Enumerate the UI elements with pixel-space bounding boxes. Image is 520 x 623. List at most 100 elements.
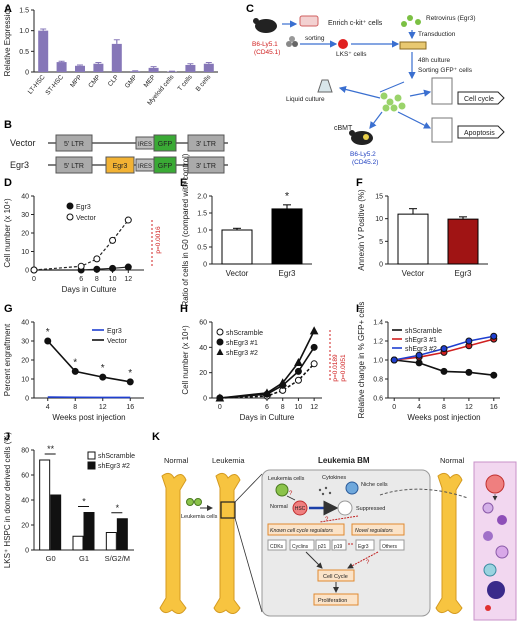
recipient-mouse-label: B6-Ly5.2 [350,151,376,158]
chart-j-significance-star: * [82,497,86,507]
niche-cell-icon [345,481,359,495]
arrow-lc-hsc [286,495,296,501]
egr3-box-label: Egr3 [113,163,128,170]
chart-d-legend-label-vector: Vector [76,215,97,222]
novel-regulators-label: Novel regulators [355,528,393,534]
blood-cell-icon-2 [497,515,507,525]
chart-d-point [30,266,38,274]
chart-h-y-tick-label: 0 [203,396,207,403]
chart-g-significance-star: * [128,368,132,379]
chart-i-x-axis-title: Weeks post injection [407,413,480,422]
dashed-link-suppressed [319,515,359,523]
arrow-to-cells [379,81,405,93]
lks-cell-icon [338,39,348,49]
chart-h-y-axis-title: Cell number (x 10⁴) [181,325,190,395]
chart-g-point [71,367,79,375]
chart-a-x-tick-label: T cells [177,73,195,92]
chart-h-point [310,343,318,351]
p21-label: p21 [318,544,327,550]
question-mark-2: ? [366,560,370,566]
chart-e-bar-vector [221,229,253,265]
chart-g-line [47,340,131,383]
chart-h-point [309,326,319,335]
chart-h-point [294,376,302,384]
cell-cycle-tag [457,91,505,105]
chart-e-y-axis-title: Ratio of cells in G0 (compared with cont… [181,153,190,306]
question-mark-3: ? [325,517,329,523]
chart-g-x-tick-label: 4 [46,404,50,411]
p19-box [331,539,347,551]
chart-a-x-tick-label: CMP [87,74,102,90]
blood-cell-icon-3 [483,531,493,541]
chart-d-x-axis-title: Days in Culture [62,285,117,294]
chart-a-x-tick-label: MPP [69,74,83,89]
chart-h-x-tick-label: 0 [218,404,222,411]
panel-label-e: E [180,177,187,189]
chart-a-bar [148,67,159,72]
chart-g-significance-star: * [73,357,77,368]
panel-label-i: I [356,303,359,315]
chart-d-legend-marker-egr3 [66,202,74,210]
chart-e-y-tick-label: 0 [203,262,207,269]
donor-mouse-icon [253,18,277,33]
chart-e-y-tick-label: 2.0 [197,194,207,201]
chart-e-significance-star: * [285,190,290,202]
dashed-path-normal [379,488,469,499]
chart-h-y-tick-label: 20 [199,370,207,377]
chart-f-y-tick-label: 10 [375,216,383,223]
sorting-label: sorting [305,35,325,42]
chart-h-pvalue-1: p=0.0189 [332,354,339,382]
culture-dish-icon [399,41,427,50]
others-box [379,539,405,551]
chart-i-x-tick-label: 16 [490,404,498,411]
chart-g-x-axis-title: Weeks post injection [52,413,125,422]
ltr3-box-egr3 [187,156,225,174]
donor-mouse-sublabel: (CD45.1) [254,49,280,56]
chart-j-y-tick-label: 20 [21,523,29,530]
apoptosis-label: Apoptosis [464,130,495,137]
arrow-apoptosis [397,111,432,129]
chart-j-legend-swatch [87,451,96,460]
proliferation-label: Proliferation [318,598,347,604]
normal-label-left: Normal [164,456,189,465]
gfp-box-egr3 [153,156,177,174]
chart-f-x-tick-label: Vector [402,269,425,278]
chart-i-point [490,332,498,340]
cytokines-label: Cytokines [322,475,346,481]
chart-g-point [126,378,134,386]
chart-j-y-tick-label: 60 [21,473,29,480]
chart-a-x-tick-label: GMP [124,74,139,90]
blood-cell-icon-6 [487,581,505,599]
retrovirus-label: Retrovirus (Egr3) [426,15,475,22]
chart-d-y-tick-label: 30 [21,212,29,219]
arrow-cbmt [369,111,383,129]
arrow-liquid-culture [338,85,381,99]
chart-g-point [44,337,52,345]
chart-i-point [415,351,423,359]
cell-cluster-icon [286,36,298,47]
chart-i-y-tick-label: 0.6 [373,396,383,403]
leukemia-bm-title: Leukemia BM [318,456,370,465]
chart-a-x-tick-label: MEP [143,74,157,89]
chart-i-legend-label: shScramble [405,328,442,335]
chart-h-x-axis-title: Days in Culture [240,413,295,422]
chart-j-x-tick-label: G0 [46,554,56,563]
gfp-cells-icon [380,92,406,112]
chart-j-legend-swatch [87,461,96,470]
cell-cycle-box [317,569,355,582]
egr3-reg-box [355,539,375,551]
chart-h-y-tick-label: 60 [199,320,207,327]
cell-cycle-label: Cell cycle [464,96,494,103]
normal-bone-icon [159,472,187,614]
chart-i-y-axis-title: Relative change in % GFP+ cells [357,302,366,419]
chart-i-point [415,359,423,367]
chart-h-point [294,367,302,375]
transduction-label: Transduction [418,31,456,38]
panel-label-a: A [4,3,12,15]
panel-label-d: D [4,177,12,189]
chart-a-y-tick-label: 1.5 [19,8,29,15]
chart-d-point [93,255,101,263]
chart-a-x-tick-label: CLP [107,74,120,88]
lks-label: LKS⁺ cells [336,51,367,58]
apoptosis-tag [457,125,505,139]
